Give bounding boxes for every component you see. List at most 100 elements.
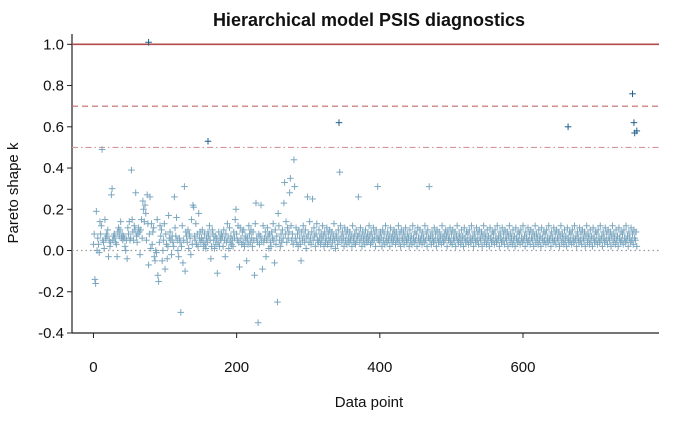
data-point-s0-689 (583, 222, 590, 230)
data-point-s0-411 (384, 228, 391, 236)
data-point-s0-341 (334, 241, 341, 248)
data-point-s0-436 (402, 224, 409, 232)
data-point-s0-727 (610, 230, 618, 238)
data-point-s0-132 (184, 226, 192, 234)
data-point-s0-604 (522, 228, 530, 236)
data-point-s0-428 (396, 230, 404, 238)
data-point-s0-281 (291, 183, 298, 190)
data-point-s0-626 (538, 224, 545, 232)
data-point-s0-395 (372, 226, 380, 234)
data-point-s0-56 (130, 236, 137, 244)
data-point-s0-625 (537, 243, 545, 250)
data-point-s0-88 (153, 249, 160, 256)
data-point-s0-268 (282, 230, 289, 238)
data-point-s0-198 (231, 216, 239, 223)
data-point-s1-0 (145, 38, 152, 46)
data-point-s0-2 (91, 276, 99, 283)
data-point-s0-185 (222, 230, 230, 238)
data-point-s0-126 (180, 236, 187, 244)
data-point-s0-361 (348, 243, 356, 250)
data-point-s0-433 (400, 228, 407, 236)
x-tick-label-2: 400 (367, 359, 392, 376)
data-point-s0-223 (249, 228, 257, 236)
data-point-s0-446 (409, 222, 417, 230)
data-point-s0-581 (506, 222, 513, 230)
data-point-s0-384 (365, 236, 372, 244)
data-point-s0-12 (98, 146, 106, 153)
data-point-s0-508 (453, 222, 461, 230)
data-point-s0-388 (367, 228, 375, 236)
data-point-s0-61 (133, 238, 141, 246)
data-point-s0-45 (122, 247, 129, 254)
data-point-s0-741 (620, 226, 628, 234)
data-point-s0-545 (480, 222, 487, 230)
data-point-s0-723 (607, 243, 615, 250)
data-point-s0-579 (504, 243, 512, 250)
data-point-s0-655 (559, 230, 566, 238)
data-point-s1-4 (629, 90, 636, 98)
data-point-s0-248 (267, 243, 275, 250)
data-point-s0-687 (581, 243, 589, 250)
data-point-s0-685 (580, 236, 588, 244)
data-point-s0-739 (619, 230, 626, 238)
data-point-s0-98 (160, 236, 167, 244)
data-point-s0-71 (141, 218, 148, 225)
data-point-s0-682 (578, 241, 585, 248)
data-point-s0-517 (460, 243, 467, 250)
data-point-s0-400 (376, 238, 384, 246)
data-point-s0-649 (554, 236, 562, 244)
data-point-s0-525 (465, 226, 473, 234)
data-point-s0-367 (352, 226, 360, 234)
data-point-s0-115 (172, 232, 180, 240)
data-point-s0-166 (209, 226, 216, 234)
data-point-s0-233 (256, 232, 264, 240)
data-point-s0-500 (448, 230, 455, 238)
data-point-s0-339 (332, 230, 340, 238)
data-point-s0-523 (464, 230, 472, 238)
data-point-s0-57 (130, 222, 138, 230)
data-point-s0-219 (246, 238, 254, 246)
data-point-s0-256 (273, 232, 281, 240)
data-point-s0-240 (261, 228, 269, 236)
data-point-s0-58 (131, 226, 139, 234)
data-point-s0-734 (615, 224, 623, 232)
data-point-s0-385 (365, 222, 373, 230)
data-point-s0-44 (121, 243, 129, 250)
data-point-s0-100 (161, 265, 169, 273)
data-point-s0-397 (374, 183, 381, 190)
data-point-s0-408 (382, 222, 389, 230)
x-tick-label-0: 0 (89, 359, 97, 376)
data-point-s0-21 (105, 253, 112, 261)
data-point-s0-1 (90, 230, 98, 238)
data-point-s0-427 (395, 238, 403, 246)
data-point-s0-199 (232, 205, 240, 213)
data-point-s0-487 (438, 222, 446, 230)
data-point-s0-646 (552, 241, 560, 248)
data-point-s0-279 (289, 241, 297, 248)
data-point-s0-243 (264, 224, 271, 232)
data-point-s0-91 (155, 278, 162, 285)
data-point-s1-7 (633, 127, 641, 135)
data-point-s0-95 (158, 226, 165, 234)
data-point-s1-2 (335, 119, 343, 126)
data-point-s0-273 (285, 228, 293, 236)
data-point-s0-758 (632, 228, 640, 236)
data-point-s0-733 (614, 243, 622, 250)
x-axis-label: Data point (335, 394, 404, 411)
data-point-s0-15 (100, 245, 108, 252)
data-point-s0-147 (195, 210, 203, 217)
data-point-s0-561 (491, 226, 499, 234)
data-point-s0-564 (493, 222, 501, 230)
data-point-s0-718 (604, 241, 611, 248)
data-point-s0-258 (274, 210, 282, 217)
data-point-s0-300 (304, 230, 312, 238)
y-tick-label-7: 1.0 (43, 36, 64, 53)
data-point-s0-348 (339, 228, 346, 236)
data-point-s0-645 (551, 230, 559, 238)
data-point-s0-541 (477, 236, 485, 244)
data-point-s0-204 (236, 263, 243, 271)
data-point-s0-83 (149, 228, 157, 236)
data-point-s0-676 (574, 228, 581, 236)
data-point-s0-257 (274, 298, 281, 306)
